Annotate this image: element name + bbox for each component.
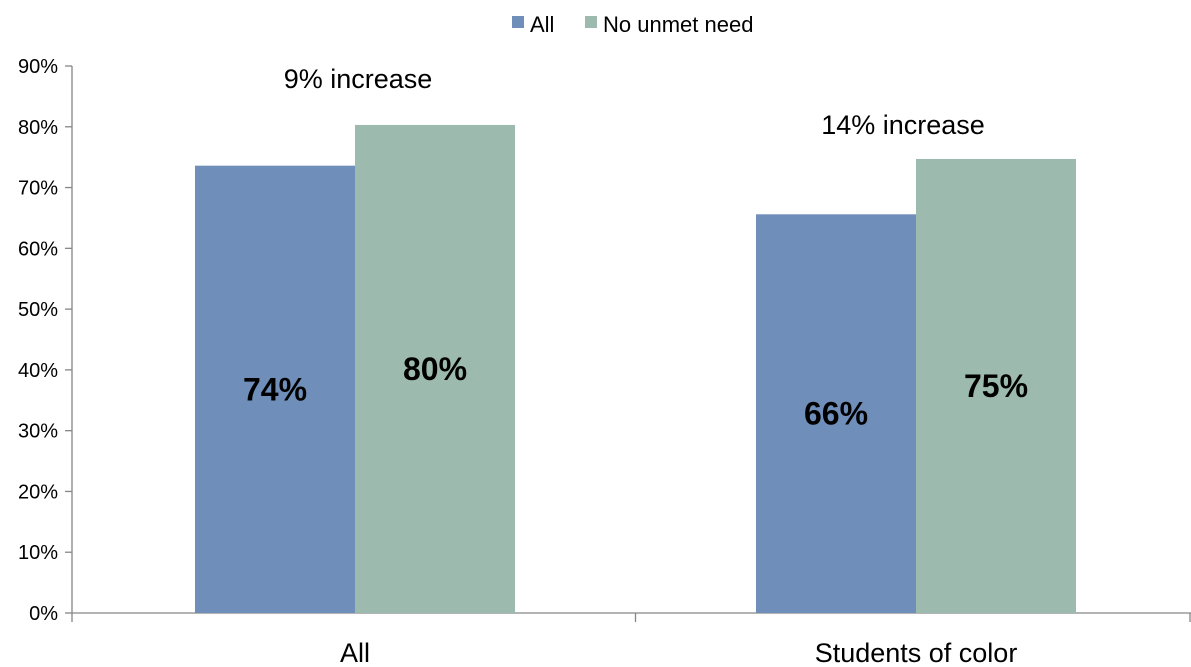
y-tick-label: 50% — [18, 299, 58, 321]
legend: All No unmet need — [512, 12, 753, 37]
y-tick-label: 40% — [18, 360, 58, 382]
bars — [195, 124, 1076, 614]
data-label: 74% — [243, 371, 307, 407]
bar — [916, 158, 1076, 614]
data-label: 75% — [964, 368, 1028, 404]
x-category-label: All — [340, 638, 370, 667]
annotation-label: 9% increase — [284, 64, 433, 94]
y-tick-label: 80% — [18, 117, 58, 139]
bar — [756, 214, 916, 613]
legend-label-no-unmet-need: No unmet need — [603, 12, 753, 37]
y-axis: 0% 10% 20% 30% 40% 50% 60% 70% 80% 90% — [18, 56, 73, 625]
y-tick-label: 70% — [18, 178, 58, 200]
bar — [355, 124, 515, 614]
bar — [195, 165, 355, 614]
annotations: 9% increase 14% increase — [284, 64, 985, 140]
data-label: 80% — [403, 351, 467, 387]
x-category-label: Students of color — [815, 638, 1018, 667]
data-label: 66% — [804, 396, 868, 432]
legend-label-all: All — [530, 12, 554, 37]
y-tick-label: 60% — [18, 238, 58, 260]
y-tick-label: 90% — [18, 56, 58, 78]
y-tick-label: 10% — [18, 542, 58, 564]
y-tick-label: 0% — [29, 603, 58, 625]
annotation-label: 14% increase — [821, 110, 985, 140]
legend-swatch-all — [512, 16, 524, 28]
legend-swatch-no-unmet-need — [585, 16, 597, 28]
data-labels: 74% 66% 80% 75% — [243, 351, 1028, 432]
y-tick-label: 30% — [18, 421, 58, 443]
x-axis: All Students of color — [71, 612, 1191, 667]
y-tick-label: 20% — [18, 481, 58, 503]
